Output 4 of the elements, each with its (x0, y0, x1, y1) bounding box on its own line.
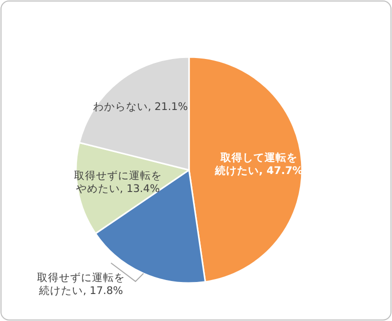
slice-label: わからない, 21.1% (92, 101, 188, 114)
slice-label: 取得して運転を続けたい, 47.7% (214, 152, 303, 178)
slice-label: 取得せずに運転を続けたい, 17.8% (37, 272, 125, 298)
slice-label: 取得せずに運転をやめたい, 13.4% (74, 170, 162, 196)
